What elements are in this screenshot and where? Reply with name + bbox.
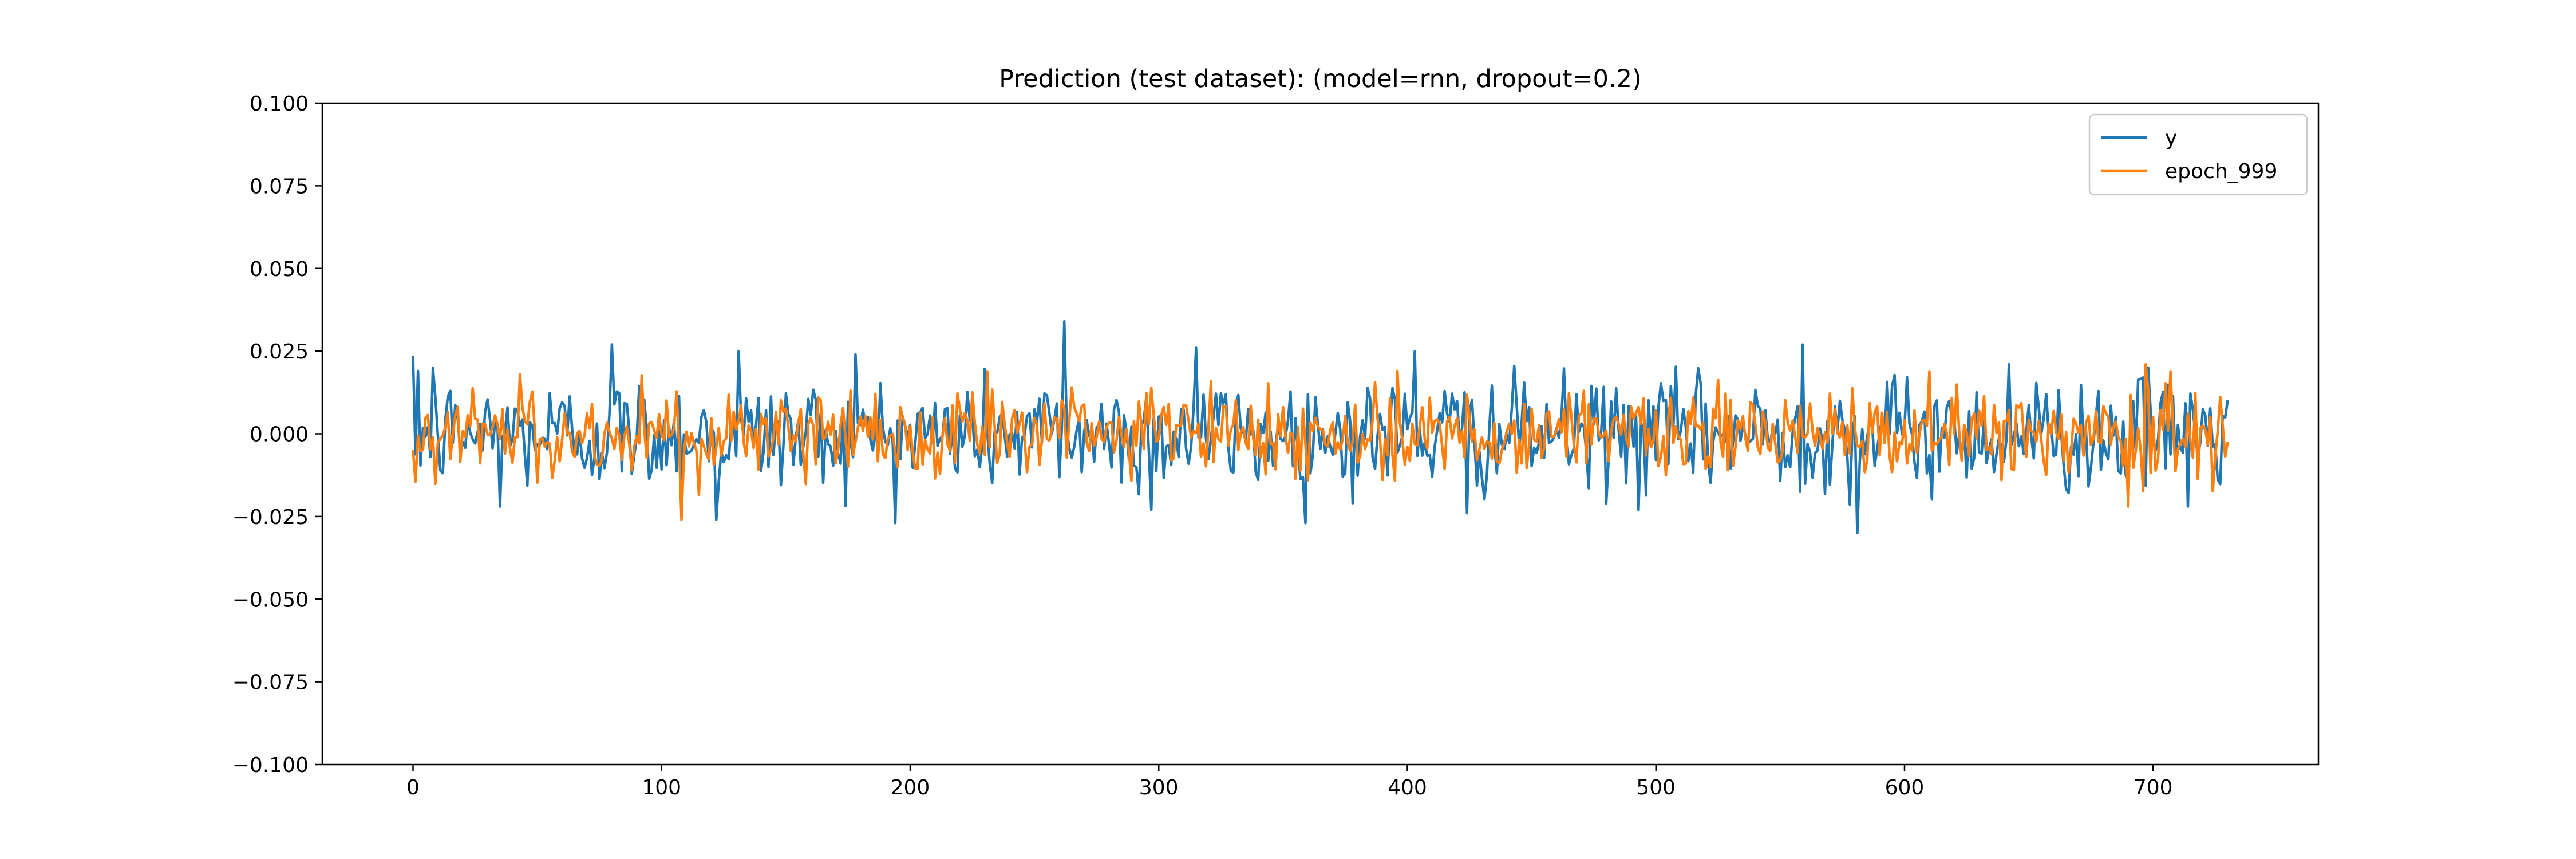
y-tick-label: 0.000 xyxy=(250,423,309,447)
y-tick-label: 0.050 xyxy=(250,258,309,281)
y-tick-label: 0.025 xyxy=(250,340,309,364)
legend-box xyxy=(2088,113,2308,196)
y-tick-label: 0.100 xyxy=(250,92,309,116)
x-tick-label: 400 xyxy=(1388,776,1427,799)
legend-label-epoch-999: epoch_999 xyxy=(2165,160,2277,183)
series-line-epoch-999 xyxy=(412,362,2229,521)
legend-label-y: y xyxy=(2165,127,2177,150)
x-tick-label: 300 xyxy=(1139,776,1179,799)
x-tick-label: 0 xyxy=(406,776,420,799)
series-layer xyxy=(412,320,2229,534)
x-tick-label: 600 xyxy=(1885,776,1925,799)
chart-title: Prediction (test dataset): (model=rnn, d… xyxy=(999,65,1642,93)
x-tick-label: 500 xyxy=(1636,776,1676,799)
y-tick-label: −0.025 xyxy=(232,506,309,529)
legend: y epoch_999 xyxy=(2088,113,2308,196)
x-tick-label: 700 xyxy=(2134,776,2173,799)
y-tick-label: −0.075 xyxy=(232,671,309,695)
y-tick-label: −0.100 xyxy=(232,754,309,777)
x-tick-label: 100 xyxy=(642,776,681,799)
y-tick-label: 0.075 xyxy=(250,175,309,198)
series-line-y xyxy=(412,320,2229,534)
y-tick-label: −0.050 xyxy=(232,588,309,612)
axes-layer: 0 100 200 300 400 500 600 700 0.100 0.075 0.050 0.0… xyxy=(232,92,2320,799)
x-tick-label: 200 xyxy=(891,776,930,799)
